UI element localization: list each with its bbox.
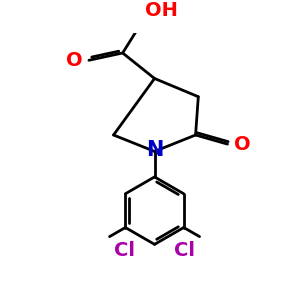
Text: N: N (146, 140, 163, 160)
Text: OH: OH (145, 1, 177, 20)
Text: O: O (234, 135, 250, 154)
Text: Cl: Cl (114, 241, 135, 260)
Text: Cl: Cl (174, 241, 195, 260)
Text: O: O (66, 51, 82, 70)
